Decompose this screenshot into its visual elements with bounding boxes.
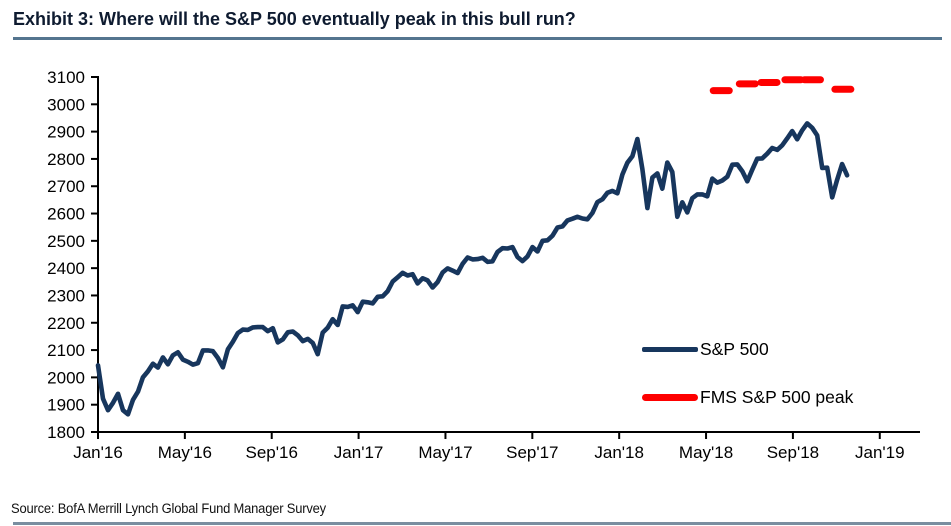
- svg-text:2800: 2800: [47, 150, 85, 169]
- svg-text:2700: 2700: [47, 177, 85, 196]
- svg-text:Jan'18: Jan'18: [594, 443, 644, 462]
- legend-item-fms-peak: FMS S&P 500 peak: [642, 386, 854, 407]
- svg-text:3000: 3000: [47, 95, 85, 114]
- legend-label-sp500: S&P 500: [700, 338, 769, 359]
- svg-text:1900: 1900: [47, 396, 85, 415]
- svg-text:2100: 2100: [47, 341, 85, 360]
- svg-text:3100: 3100: [47, 68, 85, 87]
- title-rule: [13, 37, 942, 40]
- exhibit-title: Exhibit 3: Where will the S&P 500 eventu…: [13, 9, 576, 29]
- legend-item-sp500: S&P 500: [642, 338, 769, 359]
- sp500-line-swatch: [642, 346, 698, 352]
- svg-text:Sep'16: Sep'16: [246, 443, 298, 462]
- svg-text:May'18: May'18: [679, 443, 733, 462]
- svg-text:1800: 1800: [47, 423, 85, 442]
- svg-text:May'16: May'16: [158, 443, 212, 462]
- svg-text:Jan'17: Jan'17: [334, 443, 384, 462]
- svg-text:May'17: May'17: [418, 443, 472, 462]
- svg-text:2300: 2300: [47, 286, 85, 305]
- svg-text:Jan'16: Jan'16: [73, 443, 123, 462]
- svg-text:2400: 2400: [47, 259, 85, 278]
- svg-text:2600: 2600: [47, 205, 85, 224]
- legend-label-fms-peak: FMS S&P 500 peak: [700, 386, 854, 407]
- svg-text:2900: 2900: [47, 123, 85, 142]
- svg-text:Jan'19: Jan'19: [855, 443, 905, 462]
- svg-text:2500: 2500: [47, 232, 85, 251]
- svg-text:Sep'17: Sep'17: [506, 443, 558, 462]
- source-note: Source: BofA Merrill Lynch Global Fund M…: [11, 501, 326, 516]
- fms-peak-dash-swatch: [642, 393, 698, 401]
- svg-text:Sep'18: Sep'18: [767, 443, 819, 462]
- svg-text:2000: 2000: [47, 368, 85, 387]
- svg-text:2200: 2200: [47, 314, 85, 333]
- bottom-rule: [13, 522, 951, 525]
